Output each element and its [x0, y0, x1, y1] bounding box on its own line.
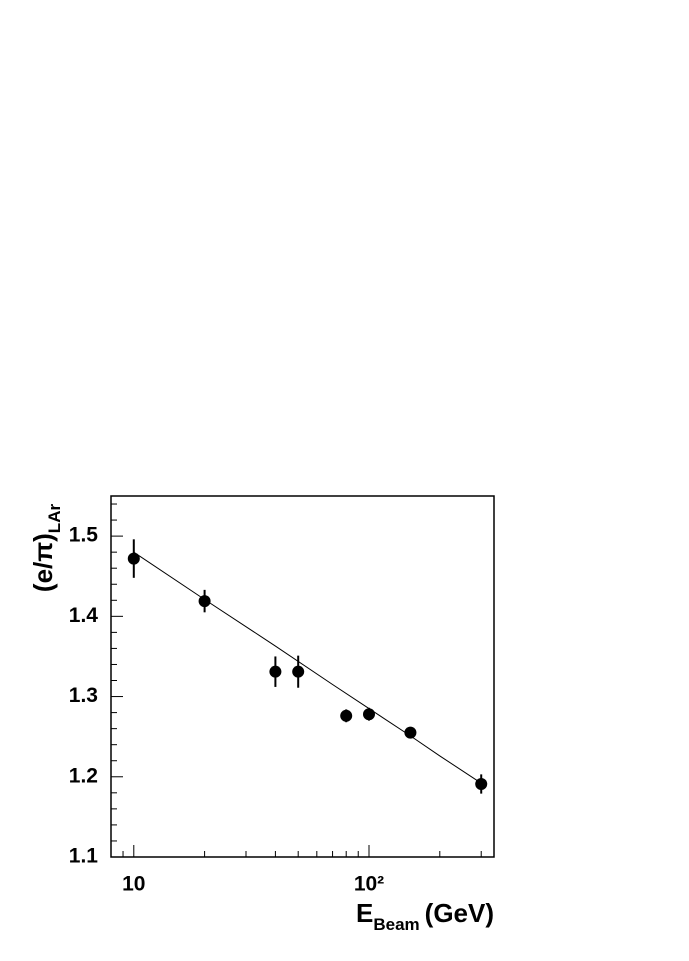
- data-point: [127, 552, 140, 565]
- data-point: [340, 709, 353, 722]
- y-axis-label: (e/π)LAr: [28, 504, 64, 593]
- data-point: [362, 708, 375, 721]
- data-point: [198, 595, 211, 608]
- y-tick-label: 1.2: [69, 764, 98, 787]
- x-tick-label: 10²: [354, 873, 384, 896]
- data-point: [404, 726, 417, 739]
- x-axis-label: EBeam (GeV): [356, 898, 494, 934]
- x-label-main: E: [356, 898, 373, 928]
- y-label-main: (e/π): [28, 533, 58, 592]
- x-label-sub: Beam: [373, 915, 419, 934]
- x-label-unit: (GeV): [425, 898, 494, 928]
- plot-frame: [110, 495, 495, 858]
- data-point: [269, 665, 282, 678]
- fit-curve: [133, 551, 482, 784]
- y-label-sub: LAr: [45, 504, 64, 534]
- x-tick-label: 10: [122, 873, 145, 896]
- y-tick-label: 1.4: [69, 604, 99, 627]
- data-point: [292, 665, 305, 678]
- y-tick-label: 1.1: [69, 845, 99, 868]
- data-point: [475, 777, 488, 790]
- y-tick-label: 1.3: [69, 684, 98, 707]
- y-tick-label: 1.5: [69, 524, 99, 547]
